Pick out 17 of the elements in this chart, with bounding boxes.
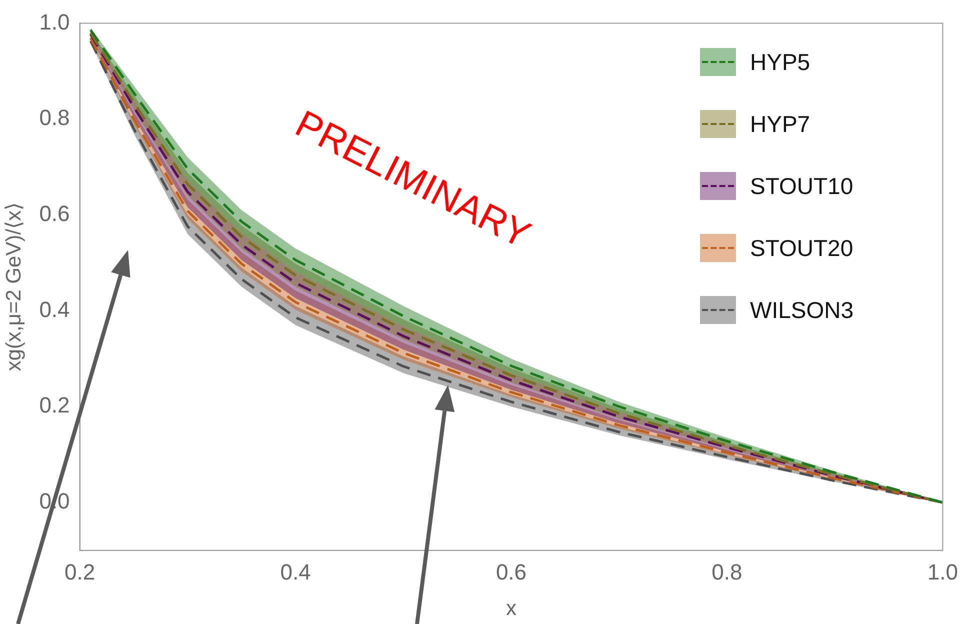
y-tick-label: 0.4 — [39, 296, 70, 322]
x-tick-label: 0.2 — [64, 560, 96, 585]
y-tick-label: 0.8 — [39, 105, 70, 130]
y-tick-label: 1.0 — [39, 9, 70, 34]
legend-label: HYP5 — [750, 48, 810, 76]
x-tick-label: 0.6 — [496, 560, 527, 585]
y-tick-label: 0.6 — [39, 200, 70, 226]
legend-label: STOUT20 — [750, 234, 854, 262]
x-tick-label: 0.8 — [712, 560, 742, 585]
legend-label: HYP7 — [750, 110, 810, 138]
legend-label: STOUT10 — [750, 172, 854, 200]
x-tick-label: 0.4 — [280, 560, 311, 585]
legend-label: WILSON3 — [750, 296, 854, 324]
x-tick-label: 1.0 — [927, 560, 958, 585]
y-axis-title: xg(x,μ=2 GeV)/⟨x⟩ — [2, 202, 26, 372]
x-axis-title: x — [506, 597, 517, 620]
y-tick-label: 0.2 — [39, 392, 70, 418]
